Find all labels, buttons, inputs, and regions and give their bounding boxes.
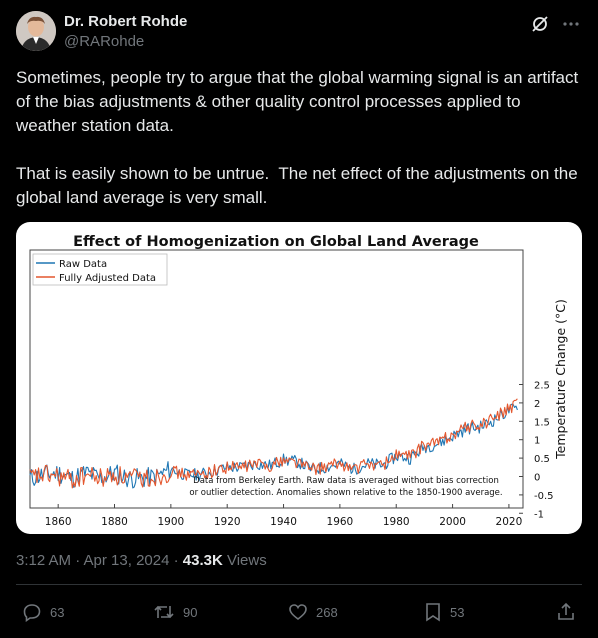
plot-area (29, 249, 524, 509)
chart-title: Effect of Homogenization on Global Land … (73, 234, 479, 250)
legend-label-adjusted: Fully Adjusted Data (59, 273, 156, 284)
legend-label-raw: Raw Data (59, 259, 107, 270)
reply-count: 63 (50, 604, 65, 620)
author-name[interactable]: Dr. Robert Rohde (64, 13, 188, 30)
x-tick-label: 1960 (327, 516, 354, 528)
y-tick-label: 2 (534, 399, 540, 410)
bookmark-count: 53 (450, 604, 465, 620)
timestamp[interactable]: 3:12 AM · Apr 13, 2024 · (16, 552, 183, 569)
x-tick-label: 1900 (157, 516, 184, 528)
chart: Effect of Homogenization on Global Land … (29, 234, 568, 528)
series-adjusted-line (29, 398, 518, 489)
bookmark-button[interactable]: 53 (424, 602, 464, 622)
views-label: Views (222, 552, 267, 569)
repost-count: 90 (183, 604, 198, 620)
avatar[interactable] (16, 11, 56, 51)
y-tick-label: 0.5 (534, 454, 550, 465)
y-tick-label: 0 (534, 473, 540, 484)
tweet-text: Sometimes, people try to argue that the … (16, 68, 579, 207)
like-icon (288, 602, 308, 622)
repost-icon (153, 602, 175, 622)
share-icon (556, 602, 576, 622)
reply-button[interactable]: 63 (22, 602, 64, 622)
y-tick-label: -1 (534, 509, 544, 520)
bookmark-icon (424, 602, 442, 622)
x-tick-label: 2000 (439, 516, 466, 528)
action-bar: 63 90 268 53 (16, 602, 582, 626)
like-button[interactable]: 268 (288, 602, 338, 622)
tweet-meta: 3:12 AM · Apr 13, 2024 · 43.3K Views (16, 552, 267, 569)
x-tick-label: 1980 (383, 516, 410, 528)
y-tick-label: 1.5 (534, 417, 550, 428)
x-tick-label: 1940 (270, 516, 297, 528)
x-tick-label: 1920 (214, 516, 241, 528)
like-count: 268 (316, 604, 338, 620)
y-axis-label: Temperature Change (°C) (553, 299, 568, 460)
chart-annotation-line-2: or outlier detection. Anomalies shown re… (189, 488, 502, 498)
reply-icon (22, 602, 42, 622)
chart-annotation-line-1: Data from Berkeley Earth. Raw data is av… (193, 476, 499, 486)
x-tick-label: 1880 (101, 516, 128, 528)
more-icon[interactable] (562, 15, 580, 38)
share-button[interactable] (556, 602, 576, 622)
y-tick-label: 2.5 (534, 381, 550, 392)
y-tick-label: -0.5 (534, 491, 554, 502)
chart-image[interactable]: Effect of Homogenization on Global Land … (16, 222, 582, 534)
author-handle[interactable]: @RARohde (64, 33, 145, 50)
views-count: 43.3K (182, 552, 223, 569)
grok-icon[interactable] (530, 14, 550, 39)
legend (32, 253, 168, 286)
divider (16, 584, 582, 585)
x-tick-label: 2020 (496, 516, 523, 528)
y-tick-label: 1 (534, 436, 540, 447)
repost-button[interactable]: 90 (153, 602, 197, 622)
x-tick-label: 1860 (45, 516, 72, 528)
